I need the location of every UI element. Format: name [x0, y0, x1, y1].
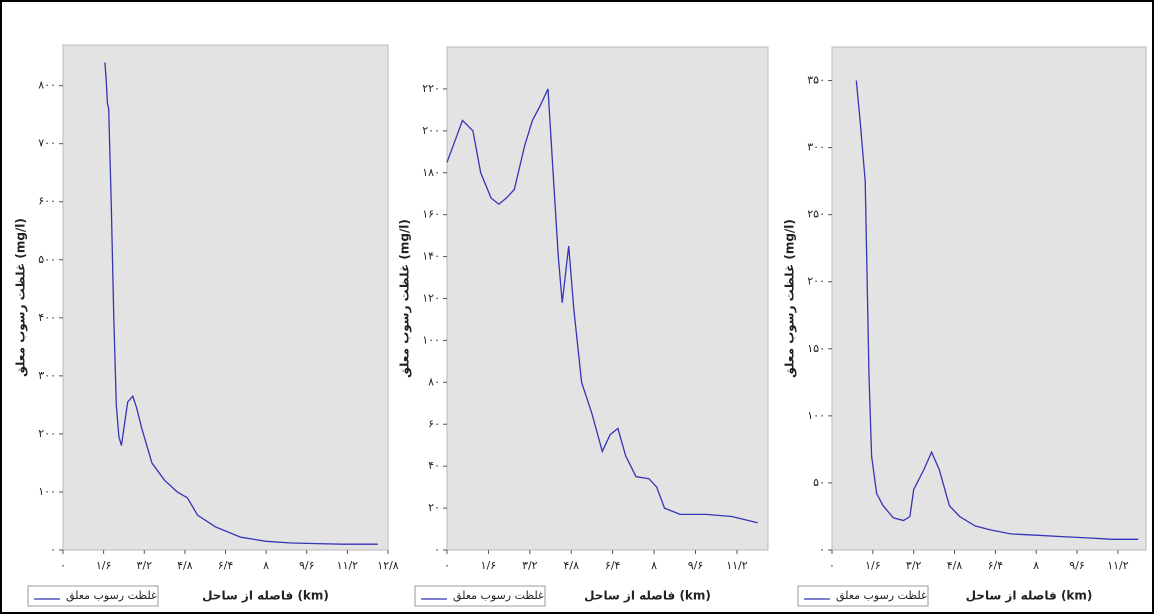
x-tick-label: ۳/۲ — [522, 559, 538, 572]
x-tick-label: ۱۱/۲ — [726, 559, 748, 572]
y-tick-label: ۵۰۰ — [38, 253, 56, 266]
x-tick-label: ۳/۲ — [906, 559, 922, 572]
x-tick-label: ۴/۸ — [563, 559, 579, 572]
y-tick-label: ۲۵۰ — [807, 208, 825, 221]
x-tick-label: ۴/۸ — [177, 559, 193, 572]
y-tick-label: ۸۰ — [428, 375, 440, 388]
y-tick-label: ۱۸۰ — [422, 166, 440, 179]
y-tick-label: ۱۴۰ — [422, 250, 440, 263]
legend-label: غلظت رسوب معلق — [66, 589, 157, 603]
x-tick-label: ۱/۶ — [481, 559, 497, 572]
x-tick-label: ۱۱/۲ — [337, 559, 359, 572]
y-tick-label: ۱۵۰ — [807, 342, 825, 355]
x-tick-label: ۸ — [263, 559, 269, 572]
x-tick-label: ۱/۶ — [96, 559, 112, 572]
legend-box — [414, 585, 546, 607]
x-tick-label: ۴/۸ — [947, 559, 963, 572]
x-tick-label: ۸ — [651, 559, 657, 572]
y-axis-label: غلظت رسوب معلق (mg/l) — [783, 219, 798, 378]
y-axis-label: غلظت رسوب معلق (mg/l) — [14, 218, 29, 377]
x-tick-label: ۰ — [60, 559, 66, 572]
y-tick-label: ۲۰۰ — [807, 275, 825, 288]
y-tick-label: ۸۰۰ — [38, 79, 56, 92]
x-tick-label: ۶/۴ — [988, 559, 1004, 572]
y-tick-label: ۷۰۰ — [38, 137, 56, 150]
plot-area — [831, 46, 1147, 551]
y-tick-label: ۲۰۰ — [38, 427, 56, 440]
y-tick-label: ۱۰۰ — [38, 485, 56, 498]
data-line — [855, 80, 1139, 540]
x-axis-label: فاصله از ساحل (km) — [966, 589, 1093, 603]
x-tick-label: ۳/۲ — [136, 559, 152, 572]
x-tick-label: ۰ — [444, 559, 450, 572]
y-axis-label: غلظت رسوب معلق (mg/l) — [398, 219, 413, 378]
x-tick-label: ۱/۶ — [865, 559, 881, 572]
legend-box — [797, 585, 929, 607]
y-tick-label: ۰ — [819, 543, 825, 556]
y-tick-label: ۱۰۰ — [807, 409, 825, 422]
y-tick-label: ۵۰ — [813, 476, 825, 489]
y-tick-label: ۲۲۰ — [422, 82, 440, 95]
legend-label: غلظت رسوب معلق — [836, 589, 927, 603]
y-tick-label: ۱۰۰ — [422, 333, 440, 346]
y-tick-label: ۱۶۰ — [422, 208, 440, 221]
x-tick-label: ۹/۶ — [688, 559, 704, 572]
y-tick-label: ۲۰ — [428, 501, 440, 514]
data-line — [104, 62, 378, 545]
x-axis-label: فاصله از ساحل (km) — [202, 589, 329, 603]
y-tick-label: ۳۵۰ — [807, 74, 825, 87]
data-line — [446, 88, 758, 524]
y-tick-label: ۰ — [50, 543, 56, 556]
x-tick-label: ۰ — [829, 559, 835, 572]
plot-area — [62, 44, 389, 551]
plot-area — [446, 46, 769, 551]
x-tick-label: ۹/۶ — [1069, 559, 1085, 572]
y-tick-label: ۲۰۰ — [422, 124, 440, 137]
x-axis-label: فاصله از ساحل (km) — [584, 589, 711, 603]
x-tick-label: ۱۲/۸ — [377, 559, 399, 572]
x-tick-label: ۹/۶ — [299, 559, 315, 572]
x-tick-label: ۸ — [1033, 559, 1039, 572]
y-tick-label: ۳۰۰ — [807, 141, 825, 154]
y-tick-label: ۴۰ — [428, 459, 440, 472]
y-tick-label: ۴۰۰ — [38, 311, 56, 324]
y-tick-label: ۳۰۰ — [38, 369, 56, 382]
x-tick-label: ۶/۴ — [605, 559, 621, 572]
y-tick-label: ۱۲۰ — [422, 292, 440, 305]
y-tick-label: ۶۰۰ — [38, 195, 56, 208]
y-tick-label: ۰ — [434, 543, 440, 556]
legend-label: غلظت رسوب معلق — [453, 589, 544, 603]
x-tick-label: ۶/۴ — [218, 559, 234, 572]
x-tick-label: ۱۱/۲ — [1107, 559, 1129, 572]
legend-box — [27, 585, 159, 607]
y-tick-label: ۶۰ — [428, 417, 440, 430]
